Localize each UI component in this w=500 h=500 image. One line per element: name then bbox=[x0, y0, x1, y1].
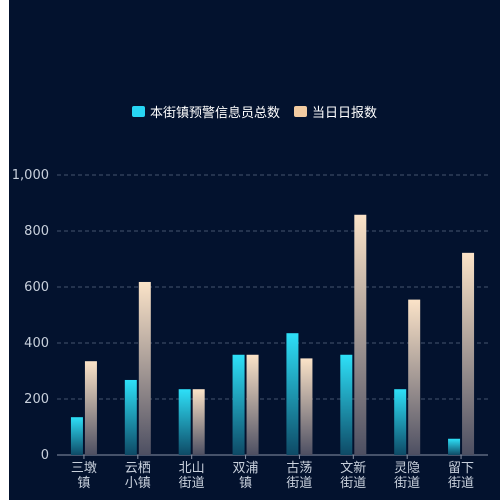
bar-total[interactable] bbox=[70, 417, 83, 455]
y-tick-label: 1,000 bbox=[12, 168, 49, 183]
x-category-label: 北山 bbox=[179, 461, 205, 476]
x-category-label: 文新 bbox=[340, 460, 366, 476]
x-category-label: 云栖 bbox=[125, 461, 151, 476]
legend-item-daily[interactable]: 当日日报数 bbox=[294, 102, 377, 121]
x-category-label: 双浦 bbox=[233, 461, 259, 476]
bar-total[interactable] bbox=[448, 438, 461, 455]
bar-daily[interactable] bbox=[84, 361, 97, 455]
x-category-label: 小镇 bbox=[125, 476, 151, 491]
bar-total[interactable] bbox=[394, 389, 407, 455]
x-category-label: 街道 bbox=[340, 476, 366, 491]
x-category-label: 留下 bbox=[448, 461, 474, 476]
x-category-label: 镇 bbox=[77, 476, 90, 491]
x-category-label: 灵隐 bbox=[394, 461, 420, 476]
y-tick-label: 600 bbox=[24, 280, 49, 295]
y-tick-label: 400 bbox=[24, 336, 49, 351]
x-category-label: 街道 bbox=[448, 476, 474, 491]
x-category-label: 三墩 bbox=[71, 461, 97, 476]
bar-total[interactable] bbox=[232, 354, 245, 455]
bar-daily[interactable] bbox=[138, 281, 151, 455]
bar-daily[interactable] bbox=[300, 358, 313, 455]
legend-swatch-daily bbox=[294, 106, 307, 117]
bar-total[interactable] bbox=[340, 354, 353, 455]
bar-total[interactable] bbox=[178, 389, 191, 455]
bar-daily[interactable] bbox=[354, 214, 367, 455]
y-tick-label: 800 bbox=[24, 224, 49, 239]
legend-swatch-total bbox=[131, 106, 145, 117]
legend: 本街镇预警信息员总数 当日日报数 bbox=[9, 102, 500, 121]
legend-item-total[interactable]: 本街镇预警信息员总数 bbox=[131, 102, 280, 121]
x-category-label: 街道 bbox=[394, 476, 420, 491]
bar-daily[interactable] bbox=[192, 389, 205, 455]
x-category-label: 古荡 bbox=[286, 461, 312, 476]
y-tick-label: 200 bbox=[24, 392, 49, 407]
x-category-label: 街道 bbox=[179, 476, 205, 491]
y-tick-label: 0 bbox=[41, 448, 49, 463]
bar-total[interactable] bbox=[286, 333, 299, 455]
bar-daily[interactable] bbox=[408, 299, 421, 455]
x-category-label: 街道 bbox=[286, 476, 312, 491]
bar-daily[interactable] bbox=[246, 354, 259, 455]
legend-label-daily: 当日日报数 bbox=[312, 106, 378, 121]
x-category-label: 镇 bbox=[239, 476, 252, 491]
bar-daily[interactable] bbox=[462, 252, 475, 455]
legend-label-total: 本街镇预警信息员总数 bbox=[149, 106, 280, 121]
bar-total[interactable] bbox=[124, 379, 137, 455]
